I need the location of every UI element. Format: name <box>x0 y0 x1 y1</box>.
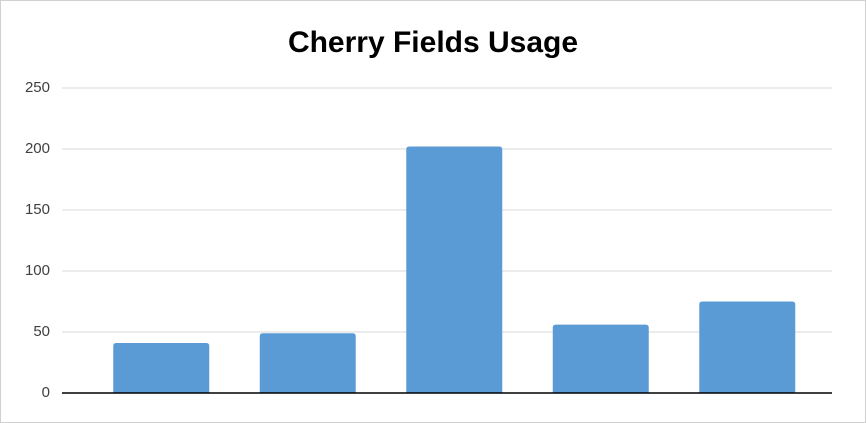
bar <box>113 342 210 393</box>
bar <box>406 146 503 393</box>
y-tick-label: 0 <box>42 384 50 401</box>
bar <box>699 301 796 393</box>
bar <box>259 333 356 393</box>
y-tick-label: 250 <box>25 79 50 96</box>
y-tick-label: 200 <box>25 140 50 157</box>
y-tick-label: 150 <box>25 201 50 218</box>
y-tick-label: 100 <box>25 262 50 279</box>
y-tick-label: 50 <box>33 323 50 340</box>
bar <box>552 324 649 393</box>
chart-title: Cherry Fields Usage <box>288 26 578 59</box>
